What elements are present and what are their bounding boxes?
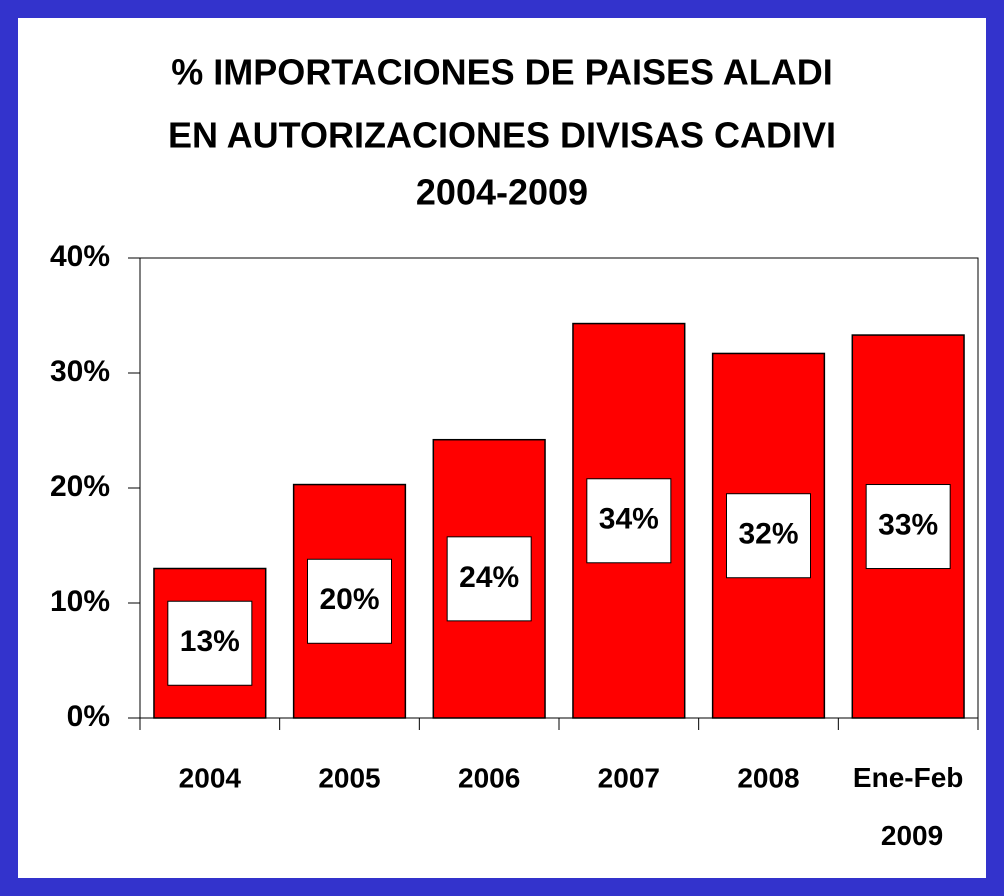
y-tick-label: 30%	[50, 355, 110, 388]
x-tick-label: Ene-Feb 2009	[853, 762, 963, 851]
y-tick-label: 10%	[50, 585, 110, 618]
chart-title: 2004-2009	[416, 172, 588, 213]
chart-title: % IMPORTACIONES DE PAISES ALADI	[171, 52, 832, 93]
value-label-box	[865, 484, 951, 570]
y-tick-label: 40%	[50, 240, 110, 273]
x-tick-label: 2007	[598, 762, 660, 793]
x-tick-label: 2005	[318, 762, 380, 793]
value-label: 13%	[180, 625, 240, 658]
chart-title: EN AUTORIZACIONES DIVISAS CADIVI	[168, 115, 836, 156]
y-tick-label: 20%	[50, 470, 110, 503]
x-tick-label: 2004	[179, 762, 242, 793]
value-label-box	[307, 558, 392, 644]
value-label: 32%	[738, 518, 798, 551]
value-label: 33%	[878, 508, 938, 541]
value-label-box	[446, 536, 532, 622]
value-label: 24%	[459, 561, 519, 594]
value-label: 34%	[599, 503, 659, 536]
x-tick-label: 2008	[737, 762, 799, 793]
value-label: 20%	[319, 583, 379, 616]
value-label-box	[726, 493, 811, 579]
x-tick-label: 2006	[458, 762, 520, 793]
y-tick-label: 0%	[67, 700, 110, 733]
value-label-box	[167, 600, 253, 686]
value-label-box	[586, 478, 672, 564]
